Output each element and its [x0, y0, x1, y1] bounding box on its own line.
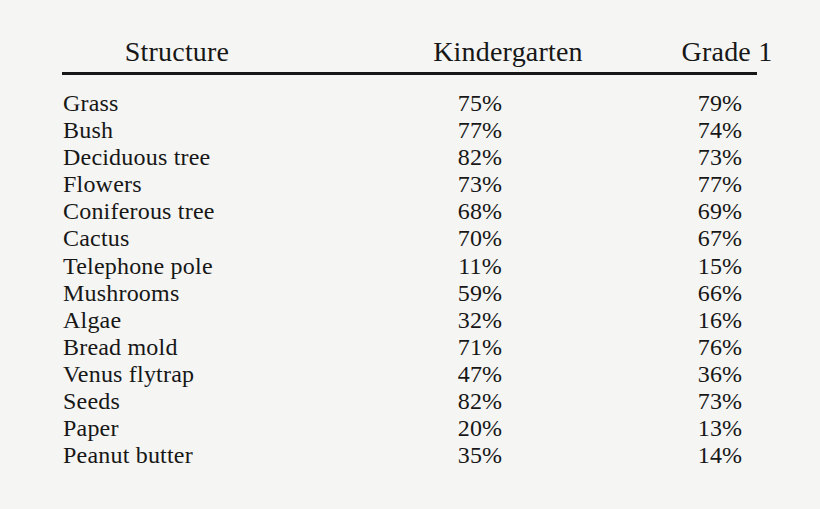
- grade1-cell: 76%: [590, 334, 820, 361]
- grade1-cell: 74%: [590, 117, 820, 144]
- kindergarten-cell: 77%: [370, 117, 590, 144]
- table-header-row: Structure Kindergarten Grade 1: [0, 38, 820, 66]
- grade1-cell: 79%: [590, 90, 820, 117]
- kindergarten-cell: 11%: [370, 253, 590, 280]
- table-row: Paper 20% 13%: [0, 415, 820, 442]
- table-row: Deciduous tree 82% 73%: [0, 144, 820, 171]
- structure-cell: Bush: [0, 117, 370, 144]
- kindergarten-cell: 82%: [370, 388, 590, 415]
- table-row: Bush 77% 74%: [0, 117, 820, 144]
- table-row: Flowers 73% 77%: [0, 171, 820, 198]
- structure-cell: Algae: [0, 307, 370, 334]
- kindergarten-cell: 35%: [370, 442, 590, 469]
- structure-cell: Flowers: [0, 171, 370, 198]
- table-row: Venus flytrap 47% 36%: [0, 361, 820, 388]
- table-row: Telephone pole 11% 15%: [0, 253, 820, 280]
- structure-cell: Venus flytrap: [0, 361, 370, 388]
- table-row: Algae 32% 16%: [0, 307, 820, 334]
- table-row: Mushrooms 59% 66%: [0, 280, 820, 307]
- table-row: Coniferous tree 68% 69%: [0, 198, 820, 225]
- grade1-cell: 77%: [590, 171, 820, 198]
- table-row: Cactus 70% 67%: [0, 225, 820, 252]
- structure-cell: Cactus: [0, 225, 370, 252]
- structure-cell: Seeds: [0, 388, 370, 415]
- kindergarten-cell: 20%: [370, 415, 590, 442]
- column-header-kindergarten: Kindergarten: [370, 38, 590, 66]
- grade1-cell: 14%: [590, 442, 820, 469]
- column-header-structure: Structure: [0, 38, 370, 66]
- column-header-grade1: Grade 1: [590, 38, 820, 66]
- kindergarten-cell: 47%: [370, 361, 590, 388]
- table-row: Peanut butter 35% 14%: [0, 442, 820, 469]
- paper-table-page: Structure Kindergarten Grade 1 Grass 75%…: [0, 0, 820, 509]
- structure-cell: Coniferous tree: [0, 198, 370, 225]
- grade1-cell: 73%: [590, 388, 820, 415]
- kindergarten-cell: 73%: [370, 171, 590, 198]
- grade1-cell: 36%: [590, 361, 820, 388]
- kindergarten-cell: 32%: [370, 307, 590, 334]
- grade1-cell: 73%: [590, 144, 820, 171]
- structure-cell: Deciduous tree: [0, 144, 370, 171]
- table-body: Grass 75% 79% Bush 77% 74% Deciduous tre…: [0, 90, 820, 469]
- grade1-cell: 16%: [590, 307, 820, 334]
- table-row: Bread mold 71% 76%: [0, 334, 820, 361]
- grade1-cell: 13%: [590, 415, 820, 442]
- structure-cell: Bread mold: [0, 334, 370, 361]
- table-row: Seeds 82% 73%: [0, 388, 820, 415]
- structure-cell: Telephone pole: [0, 253, 370, 280]
- kindergarten-cell: 71%: [370, 334, 590, 361]
- table-row: Grass 75% 79%: [0, 90, 820, 117]
- grade1-cell: 67%: [590, 225, 820, 252]
- kindergarten-cell: 82%: [370, 144, 590, 171]
- grade1-cell: 15%: [590, 253, 820, 280]
- kindergarten-cell: 59%: [370, 280, 590, 307]
- structure-cell: Paper: [0, 415, 370, 442]
- structure-cell: Grass: [0, 90, 370, 117]
- kindergarten-cell: 68%: [370, 198, 590, 225]
- grade1-cell: 66%: [590, 280, 820, 307]
- kindergarten-cell: 70%: [370, 225, 590, 252]
- header-rule: [62, 72, 757, 75]
- structure-cell: Mushrooms: [0, 280, 370, 307]
- kindergarten-cell: 75%: [370, 90, 590, 117]
- grade1-cell: 69%: [590, 198, 820, 225]
- structure-cell: Peanut butter: [0, 442, 370, 469]
